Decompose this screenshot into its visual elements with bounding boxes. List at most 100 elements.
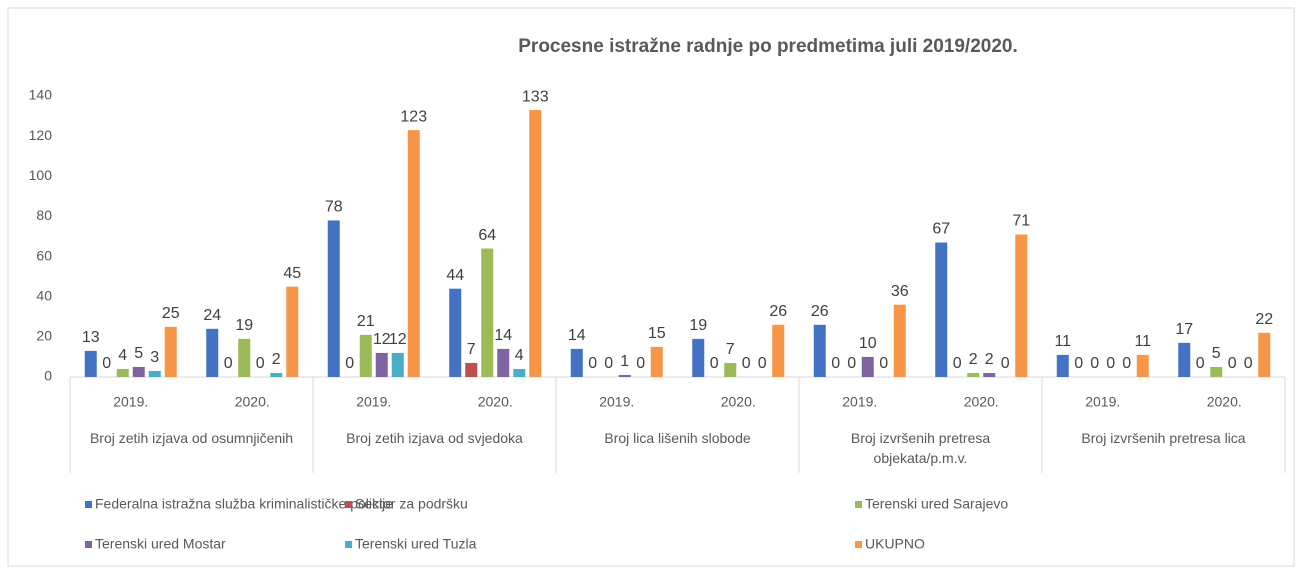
legend-label: Terenski ured Mostar (95, 536, 226, 552)
data-label: 0 (1196, 355, 1205, 372)
y-tick-label: 140 (29, 87, 53, 103)
x-tick-label: 2020. (235, 394, 270, 410)
data-label: 0 (588, 355, 597, 372)
data-label: 26 (769, 303, 787, 320)
data-label: 11 (1054, 333, 1071, 350)
bar (497, 348, 510, 377)
data-label: 13 (82, 329, 100, 346)
y-tick-label: 100 (29, 167, 53, 183)
x-tick-label: 2019. (842, 394, 877, 410)
group-label: Broj zetih izjava od svjedoka (346, 430, 523, 446)
bar (84, 350, 97, 377)
data-label: 0 (1122, 355, 1131, 372)
data-label: 0 (102, 355, 111, 372)
data-label: 19 (689, 317, 707, 334)
data-label: 2 (985, 351, 994, 368)
legend-label: UKUPNO (865, 536, 925, 552)
x-tick-label: 2019. (113, 394, 148, 410)
data-label: 0 (879, 355, 888, 372)
y-tick-label: 0 (44, 368, 52, 384)
x-tick-label: 2020. (721, 394, 756, 410)
bar (327, 220, 340, 377)
bar (270, 372, 283, 377)
data-label: 14 (568, 327, 586, 344)
bar (618, 374, 631, 377)
data-label: 22 (1255, 311, 1273, 328)
bar (465, 362, 478, 377)
group-label: Broj izvršenih pretresa lica (1081, 430, 1246, 446)
bar (449, 288, 462, 377)
legend-label: Federalna istražna služba kriminalističk… (95, 496, 393, 512)
data-label: 0 (758, 355, 767, 372)
data-label: 0 (256, 355, 265, 372)
legend-swatch (855, 541, 862, 548)
data-label: 2 (272, 351, 281, 368)
data-label: 10 (859, 335, 877, 352)
bar (375, 352, 388, 377)
data-label: 11 (1134, 333, 1151, 350)
data-label: 17 (1175, 321, 1193, 338)
group-label: Broj zetih izjava od osumnjičenih (89, 430, 294, 446)
bar (1056, 354, 1069, 377)
y-tick-label: 40 (36, 287, 52, 303)
bar (1258, 332, 1271, 377)
data-label: 0 (742, 355, 751, 372)
bar (513, 368, 526, 377)
legend-label: Terenski ured Tuzla (355, 536, 477, 552)
legend-swatch (855, 501, 862, 508)
group-label: Broj lica lišenih slobode (604, 430, 751, 446)
data-label: 5 (134, 345, 143, 362)
bar (772, 324, 785, 377)
data-label: 4 (515, 347, 524, 364)
bar (206, 328, 219, 377)
x-tick-label: 2019. (1085, 394, 1120, 410)
y-tick-label: 120 (29, 127, 53, 143)
x-tick-label: 2020. (964, 394, 999, 410)
data-label: 0 (953, 355, 962, 372)
bar (983, 372, 996, 377)
data-label: 12 (389, 331, 407, 348)
data-label: 12 (373, 331, 391, 348)
data-label: 133 (522, 88, 549, 105)
x-tick-label: 2020. (478, 394, 513, 410)
data-label: 78 (325, 199, 343, 216)
bar (286, 286, 299, 377)
bar (148, 370, 161, 377)
data-label: 0 (604, 355, 613, 372)
data-label: 0 (1228, 355, 1237, 372)
bar (116, 368, 129, 377)
y-tick-label: 60 (36, 247, 52, 263)
bar (967, 372, 980, 377)
bar (391, 352, 404, 377)
data-label: 0 (710, 355, 719, 372)
data-label: 0 (1106, 355, 1115, 372)
legend-swatch (85, 501, 92, 508)
bar (359, 334, 372, 377)
legend-label: Terenski ured Sarajevo (865, 496, 1008, 512)
data-label: 45 (283, 265, 301, 282)
chart-title: Procesne istražne radnje po predmetima j… (518, 36, 1018, 57)
bar (1015, 234, 1028, 377)
data-label: 0 (636, 355, 645, 372)
data-label: 25 (162, 305, 180, 322)
x-tick-label: 2019. (356, 394, 391, 410)
x-tick-label: 2019. (599, 394, 634, 410)
bar (164, 326, 177, 377)
data-label: 26 (811, 303, 829, 320)
data-label: 21 (357, 313, 375, 330)
data-label: 5 (1212, 345, 1221, 362)
data-label: 44 (446, 267, 464, 284)
bar (1136, 354, 1149, 377)
chart-border (7, 7, 1295, 567)
data-label: 15 (648, 325, 666, 342)
data-label: 7 (726, 341, 735, 358)
bar (570, 348, 583, 377)
bar (1178, 342, 1191, 377)
data-label: 2 (969, 351, 978, 368)
data-label: 64 (478, 227, 496, 244)
bar (1210, 366, 1223, 377)
data-label: 0 (1001, 355, 1010, 372)
data-label: 0 (1244, 355, 1253, 372)
